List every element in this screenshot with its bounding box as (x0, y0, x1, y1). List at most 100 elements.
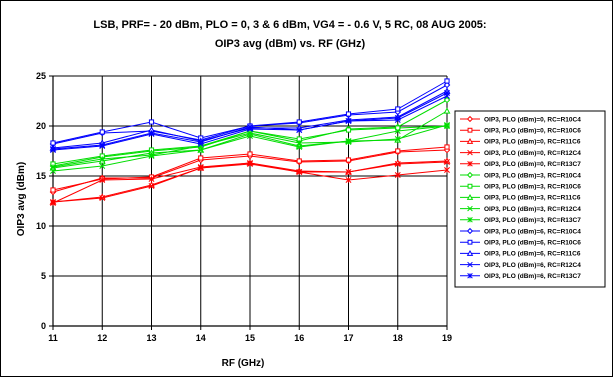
legend-box (454, 110, 606, 288)
data-point (444, 90, 450, 96)
x-tick-label: 15 (245, 333, 255, 343)
data-point (247, 160, 253, 166)
data-point (394, 161, 401, 167)
legend-marker (466, 137, 474, 144)
x-tick-label: 16 (294, 333, 304, 343)
legend-label: OIP3, PLO (dBm)=6, RC=R12C4 (484, 262, 581, 269)
data-point (296, 158, 302, 164)
legend-marker (467, 217, 473, 223)
legend-label: OIP3, PLO (dBm)=6, RC=R10C6 (484, 240, 581, 247)
data-point (99, 195, 106, 201)
legend-label: OIP3, PLO (dBm)=3, RC=R10C4 (484, 172, 581, 179)
legend-item: OIP3, PLO (dBm)=0, RC=R13C7 (460, 161, 581, 168)
chart-subtitle: OIP3 avg (dBm) vs. RF (GHz) (215, 38, 366, 50)
data-point (444, 144, 450, 150)
series-10 (50, 122, 450, 170)
data-point (395, 125, 401, 131)
legend-marker (467, 161, 473, 167)
x-tick-label: 12 (97, 333, 107, 343)
legend-item: OIP3, PLO (dBm)=0, RC=R12C4 (460, 149, 581, 157)
data-point (296, 140, 303, 146)
legend-marker (467, 205, 473, 212)
x-tick-label: 19 (442, 333, 452, 343)
legend-item: OIP3, PLO (dBm)=6, RC=R12C4 (460, 261, 581, 269)
data-point (444, 159, 450, 165)
data-point (99, 177, 106, 183)
legend-label: OIP3, PLO (dBm)=0, RC=R10C4 (484, 116, 581, 123)
data-point (148, 119, 155, 125)
data-point (50, 146, 56, 152)
legend-label: OIP3, PLO (dBm)=6, RC=R11C6 (484, 251, 581, 258)
data-point (444, 167, 450, 173)
legend-label: OIP3, PLO (dBm)=0, RC=R12C4 (484, 150, 581, 157)
data-point (444, 122, 450, 128)
data-point (148, 176, 155, 182)
data-point (345, 111, 352, 117)
legend-marker (467, 149, 473, 156)
data-point (395, 148, 401, 154)
legend-item: OIP3, PLO (dBm)=3, RC=R13C7 (460, 217, 581, 224)
data-point (99, 156, 106, 162)
x-tick-label: 11 (48, 333, 58, 343)
series-15 (50, 90, 450, 152)
y-tick-label: 25 (36, 71, 46, 81)
data-point (197, 164, 204, 170)
legend-item: OIP3, PLO (dBm)=3, RC=R10C6 (460, 184, 581, 191)
data-point (296, 169, 303, 175)
data-point (50, 164, 56, 170)
data-point (50, 200, 56, 206)
plot-area: 0 5 10 15 20 25 11 12 13 14 15 16 17 18 19 (36, 71, 452, 343)
data-point (197, 139, 204, 145)
legend-item: OIP3, PLO (dBm)=0, RC=R10C6 (460, 128, 581, 135)
legend-marker (467, 273, 473, 279)
data-point (148, 152, 155, 158)
data-point (148, 183, 155, 189)
data-point (443, 107, 451, 114)
data-point (148, 130, 155, 136)
data-point (247, 124, 253, 130)
legend-marker (466, 115, 474, 123)
x-axis-label: RF (GHz) (222, 358, 265, 369)
legend-marker (466, 227, 474, 235)
data-point (296, 127, 303, 133)
data-point (345, 169, 352, 175)
y-tick-label: 20 (36, 121, 46, 131)
data-point (247, 151, 253, 157)
legend-label: OIP3, PLO (dBm)=6, RC=R13C7 (484, 273, 581, 280)
data-point (296, 119, 302, 125)
legend-item: OIP3, PLO (dBm)=3, RC=R11C6 (460, 193, 581, 202)
data-point (395, 106, 401, 112)
y-tick-label: 5 (41, 271, 46, 281)
data-point (50, 187, 56, 193)
legend-label: OIP3, PLO (dBm)=0, RC=R10C6 (484, 128, 581, 135)
legend-item: OIP3, PLO (dBm)=0, RC=R10C4 (460, 115, 581, 123)
data-point (99, 163, 106, 169)
legend-label: OIP3, PLO (dBm)=6, RC=R10C4 (484, 228, 581, 235)
legend-marker (467, 239, 473, 245)
data-point (198, 155, 204, 161)
legend-item: OIP3, PLO (dBm)=3, RC=R12C4 (460, 205, 581, 213)
y-tick-label: 10 (36, 221, 46, 231)
legend-label: OIP3, PLO (dBm)=3, RC=R13C7 (484, 217, 581, 224)
data-point (99, 142, 106, 148)
legend-marker (467, 261, 473, 268)
legend-label: OIP3, PLO (dBm)=3, RC=R12C4 (484, 206, 581, 213)
data-point (444, 78, 450, 84)
data-point (394, 172, 401, 178)
data-point (345, 127, 352, 133)
legend-label: OIP3, PLO (dBm)=3, RC=R11C6 (484, 195, 581, 202)
y-tick-label: 15 (36, 171, 46, 181)
legend-marker (467, 183, 473, 189)
legend-marker (467, 127, 473, 133)
legend-label: OIP3, PLO (dBm)=3, RC=R10C6 (484, 184, 581, 191)
chart-title: LSB, PRF= - 20 dBm, PLO = 0, 3 & 6 dBm, … (93, 19, 486, 31)
x-tick-label: 14 (196, 333, 206, 343)
data-point (99, 129, 105, 135)
data-point (345, 157, 352, 163)
x-tick-label: 13 (146, 333, 156, 343)
legend-item: OIP3, PLO (dBm)=0, RC=R11C6 (460, 137, 581, 146)
data-point (345, 118, 352, 124)
data-point (345, 139, 352, 145)
